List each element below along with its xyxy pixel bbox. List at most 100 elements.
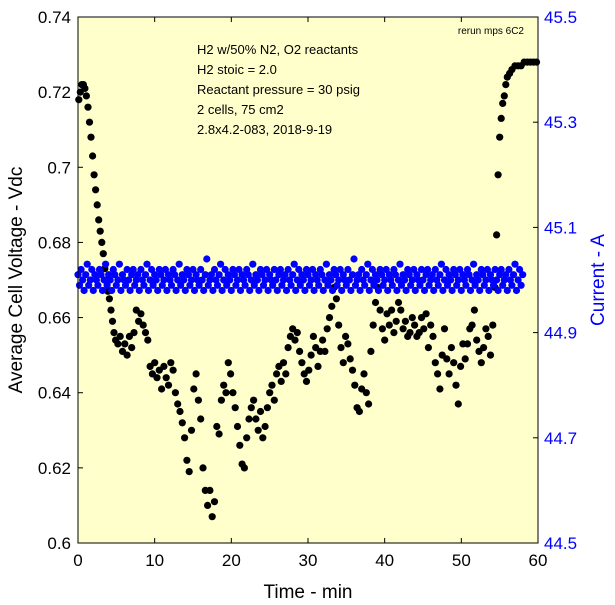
current-point bbox=[419, 276, 427, 284]
voltage-point bbox=[406, 329, 414, 337]
voltage-point bbox=[197, 415, 205, 423]
voltage-point bbox=[139, 321, 147, 329]
current-point bbox=[350, 255, 358, 263]
voltage-point bbox=[468, 321, 476, 329]
voltage-point bbox=[296, 347, 304, 355]
y-left-tick-label: 0.7 bbox=[47, 158, 71, 177]
current-point bbox=[135, 286, 143, 295]
voltage-point bbox=[151, 359, 159, 367]
current-point bbox=[381, 276, 389, 284]
voltage-point bbox=[137, 310, 145, 318]
current-point bbox=[295, 265, 303, 274]
current-point bbox=[428, 271, 436, 279]
voltage-point bbox=[397, 306, 405, 314]
current-point bbox=[347, 286, 355, 295]
voltage-point bbox=[89, 152, 97, 160]
current-point bbox=[115, 260, 123, 268]
current-point bbox=[163, 286, 171, 295]
annotation-line: H2 stoic = 2.0 bbox=[197, 62, 277, 77]
voltage-point bbox=[470, 306, 478, 314]
current-point bbox=[448, 286, 456, 295]
current-point bbox=[126, 286, 134, 295]
voltage-point bbox=[427, 321, 435, 329]
voltage-point bbox=[411, 321, 419, 329]
current-point bbox=[420, 286, 429, 295]
voltage-point bbox=[167, 359, 175, 367]
annotation-line: 2.8x4.2-083, 2018-9-19 bbox=[197, 122, 332, 137]
voltage-point bbox=[385, 321, 393, 329]
current-point bbox=[391, 271, 399, 279]
voltage-point bbox=[497, 114, 505, 122]
voltage-point bbox=[394, 298, 403, 307]
current-point bbox=[439, 286, 447, 295]
current-point bbox=[148, 265, 156, 274]
annotation-line: Reactant pressure = 30 psig bbox=[197, 82, 360, 97]
voltage-point bbox=[323, 325, 331, 333]
current-point bbox=[442, 265, 450, 274]
current-point bbox=[451, 271, 459, 279]
current-point bbox=[272, 276, 280, 284]
current-point bbox=[519, 271, 527, 279]
current-point bbox=[293, 276, 301, 284]
current-point bbox=[368, 265, 376, 274]
x-tick-label: 60 bbox=[529, 551, 548, 570]
current-point bbox=[348, 271, 357, 279]
current-point bbox=[140, 281, 148, 289]
current-point bbox=[236, 286, 245, 295]
current-point bbox=[167, 281, 176, 289]
current-point bbox=[102, 260, 110, 268]
current-point bbox=[174, 276, 182, 284]
current-point bbox=[88, 265, 96, 274]
current-point bbox=[397, 281, 406, 289]
current-point bbox=[336, 265, 344, 274]
voltage-point bbox=[461, 355, 469, 363]
current-point bbox=[502, 271, 510, 279]
current-point bbox=[134, 271, 142, 279]
current-point bbox=[198, 276, 206, 284]
y-right-tick-label: 44.5 bbox=[544, 534, 577, 553]
voltage-point bbox=[500, 92, 508, 100]
annotation-box: H2 w/50% N2, O2 reactants H2 stoic = 2.0… bbox=[197, 42, 360, 137]
voltage-point bbox=[158, 385, 166, 393]
voltage-point bbox=[319, 336, 327, 344]
voltage-point bbox=[194, 396, 202, 404]
voltage-point bbox=[365, 400, 373, 408]
current-point bbox=[299, 276, 307, 284]
current-point bbox=[393, 286, 401, 295]
current-point bbox=[189, 265, 197, 274]
current-point bbox=[410, 265, 418, 274]
x-axis: 0 10 20 30 40 50 60 bbox=[73, 17, 547, 570]
current-point bbox=[335, 276, 343, 284]
current-point bbox=[457, 286, 465, 295]
voltage-point bbox=[250, 396, 258, 404]
current-point bbox=[405, 271, 413, 279]
voltage-point bbox=[408, 314, 416, 322]
current-point bbox=[249, 260, 257, 268]
current-point bbox=[342, 281, 350, 289]
current-point bbox=[273, 286, 281, 295]
current-point bbox=[328, 286, 337, 295]
voltage-point bbox=[224, 359, 232, 367]
voltage-point bbox=[463, 340, 472, 348]
voltage-point bbox=[229, 389, 237, 397]
current-point bbox=[100, 276, 108, 284]
voltage-point bbox=[162, 374, 170, 382]
voltage-point bbox=[314, 362, 322, 370]
voltage-point bbox=[95, 216, 103, 224]
current-point bbox=[485, 286, 493, 295]
y-axis-left-title: Average Cell Voltage - Vdc bbox=[6, 167, 27, 394]
current-point bbox=[175, 260, 183, 268]
current-point bbox=[233, 276, 242, 284]
voltage-point bbox=[178, 419, 186, 427]
voltage-point bbox=[401, 317, 409, 325]
voltage-point bbox=[489, 321, 497, 329]
current-point bbox=[217, 260, 225, 268]
current-point bbox=[292, 286, 300, 295]
voltage-point bbox=[254, 426, 262, 434]
current-point bbox=[516, 265, 524, 274]
voltage-point bbox=[273, 370, 281, 378]
current-point bbox=[512, 286, 521, 295]
current-point bbox=[160, 276, 168, 284]
voltage-point bbox=[307, 351, 315, 359]
voltage-point bbox=[434, 370, 442, 378]
